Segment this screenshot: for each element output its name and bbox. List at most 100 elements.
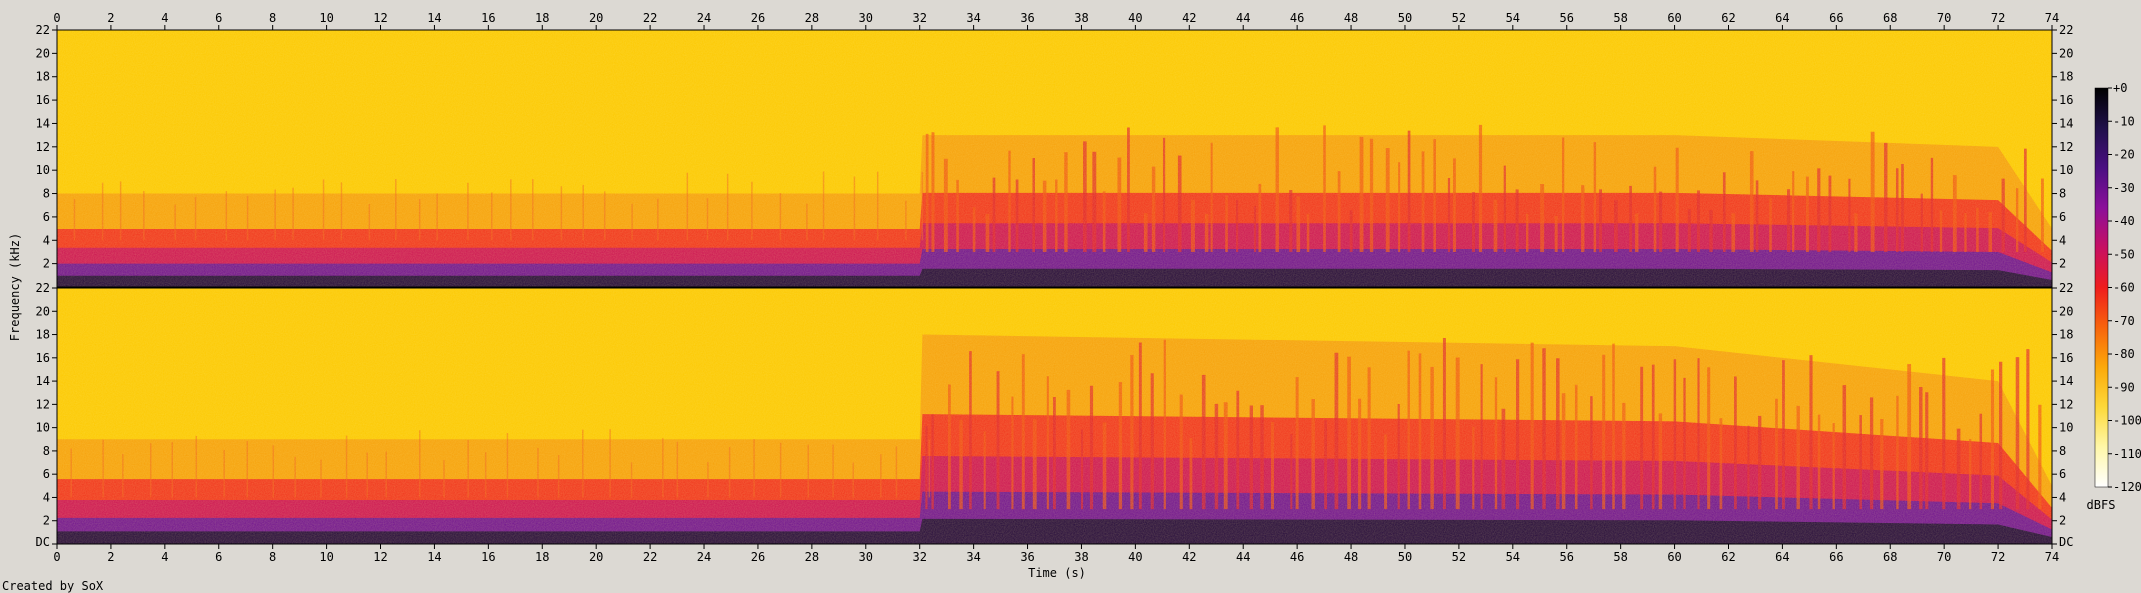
x-tick-label-top: 24: [697, 11, 711, 25]
y-tick-label-right: 18: [2059, 70, 2073, 84]
colorbar-tick-label: -80: [2113, 347, 2135, 361]
x-tick-label-bottom: 30: [859, 550, 873, 564]
x-tick-label-top: 58: [1613, 11, 1627, 25]
y-tick-label-left: 18: [36, 328, 50, 342]
x-tick-label-top: 60: [1667, 11, 1681, 25]
x-tick-label-top: 50: [1398, 11, 1412, 25]
x-tick-label-bottom: 32: [912, 550, 926, 564]
colorbar-label: dBFS: [2087, 498, 2116, 512]
x-tick-label-bottom: 22: [643, 550, 657, 564]
x-tick-label-top: 8: [269, 11, 276, 25]
y-tick-label-right: 8: [2059, 444, 2066, 458]
colorbar-tick-label: -30: [2113, 181, 2135, 195]
noise-texture: [57, 288, 2052, 544]
y-tick-label-left: 10: [36, 421, 50, 435]
x-tick-label-top: 36: [1020, 11, 1034, 25]
x-tick-label-top: 2: [107, 11, 114, 25]
y-tick-label-right: 6: [2059, 467, 2066, 481]
x-tick-label-top: 44: [1236, 11, 1250, 25]
x-axis-label: Time (s): [1028, 566, 1086, 580]
x-tick-label-top: 26: [751, 11, 765, 25]
y-tick-label-right: 20: [2059, 304, 2073, 318]
x-tick-label-top: 64: [1775, 11, 1789, 25]
y-tick-label-left: 8: [43, 444, 50, 458]
y-tick-label-left: 6: [43, 467, 50, 481]
x-tick-label-top: 12: [373, 11, 387, 25]
x-tick-label-top: 18: [535, 11, 549, 25]
noise-texture: [57, 30, 2052, 287]
y-axis-label: Frequency (kHz): [8, 233, 22, 341]
y-tick-label-left: 18: [36, 70, 50, 84]
panel-frame: [56, 29, 2053, 288]
y-tick-label-right: 4: [2059, 233, 2066, 247]
x-tick-label-top: 72: [1991, 11, 2005, 25]
x-tick-label-bottom: 48: [1344, 550, 1358, 564]
y-tick-label-left: 22: [36, 281, 50, 295]
y-tick-label-right: 6: [2059, 210, 2066, 224]
x-tick-label-bottom: 74: [2045, 550, 2059, 564]
spectrogram-panel-ch2: [56, 287, 2053, 545]
x-tick-label-top: 16: [481, 11, 495, 25]
x-tick-label-bottom: 18: [535, 550, 549, 564]
x-tick-label-top: 28: [805, 11, 819, 25]
x-tick-label-bottom: 60: [1667, 550, 1681, 564]
x-tick-label-top: 20: [589, 11, 603, 25]
x-tick-label-bottom: 12: [373, 550, 387, 564]
y-tick-label-left: 10: [36, 163, 50, 177]
x-tick-label-bottom: 40: [1128, 550, 1142, 564]
panel-frame: [56, 287, 2053, 545]
colorbar-tick-label: -100: [2113, 414, 2141, 428]
x-tick-label-bottom: 70: [1937, 550, 1951, 564]
x-tick-label-bottom: 38: [1074, 550, 1088, 564]
y-tick-label-left: 14: [36, 116, 50, 130]
colorbar-tick-label: -90: [2113, 380, 2135, 394]
y-tick-label-right: 2: [2059, 257, 2066, 271]
x-tick-label-top: 66: [1829, 11, 1843, 25]
x-tick-label-top: 56: [1560, 11, 1574, 25]
footer-text: Created by SoX: [2, 579, 104, 593]
colorbar: [2094, 87, 2109, 488]
x-tick-label-top: 32: [912, 11, 926, 25]
colorbar-tick-label: -40: [2113, 214, 2135, 228]
x-tick-label-top: 74: [2045, 11, 2059, 25]
x-tick-label-bottom: 54: [1506, 550, 1520, 564]
x-tick-label-bottom: 34: [966, 550, 980, 564]
x-tick-label-bottom: 28: [805, 550, 819, 564]
y-tick-label-left: 2: [43, 514, 50, 528]
x-tick-label-bottom: 8: [269, 550, 276, 564]
x-tick-label-bottom: 36: [1020, 550, 1034, 564]
y-tick-label-right: 22: [2059, 281, 2073, 295]
x-tick-label-top: 48: [1344, 11, 1358, 25]
x-tick-label-top: 22: [643, 11, 657, 25]
y-tick-label-right: 16: [2059, 93, 2073, 107]
x-tick-label-top: 70: [1937, 11, 1951, 25]
x-tick-label-bottom: 62: [1721, 550, 1735, 564]
x-tick-label-top: 30: [859, 11, 873, 25]
x-tick-label-top: 42: [1182, 11, 1196, 25]
y-tick-label-right: 22: [2059, 23, 2073, 37]
y-tick-label-right: 10: [2059, 163, 2073, 177]
colorbar-tick-label: -60: [2113, 281, 2135, 295]
colorbar-tick-label: -50: [2113, 247, 2135, 261]
y-tick-label-right: 12: [2059, 140, 2073, 154]
x-tick-label-bottom: 14: [427, 550, 441, 564]
y-tick-label-left: 4: [43, 233, 50, 247]
x-tick-label-bottom: 2: [107, 550, 114, 564]
y-tick-label-right: 20: [2059, 46, 2073, 60]
y-tick-label-left: 20: [36, 304, 50, 318]
x-tick-label-bottom: 10: [319, 550, 333, 564]
x-tick-label-bottom: 4: [161, 550, 168, 564]
y-tick-label-left: 14: [36, 374, 50, 388]
x-tick-label-bottom: 46: [1290, 550, 1304, 564]
x-tick-label-bottom: 24: [697, 550, 711, 564]
y-tick-label-left: 2: [43, 257, 50, 271]
x-tick-label-top: 62: [1721, 11, 1735, 25]
colorbar-tick-label: -120: [2113, 480, 2141, 494]
x-tick-label-top: 10: [319, 11, 333, 25]
x-tick-label-bottom: 16: [481, 550, 495, 564]
x-tick-label-bottom: 72: [1991, 550, 2005, 564]
x-tick-label-bottom: 64: [1775, 550, 1789, 564]
y-tick-label-right: 8: [2059, 187, 2066, 201]
y-tick-label-left: DC: [36, 535, 50, 549]
